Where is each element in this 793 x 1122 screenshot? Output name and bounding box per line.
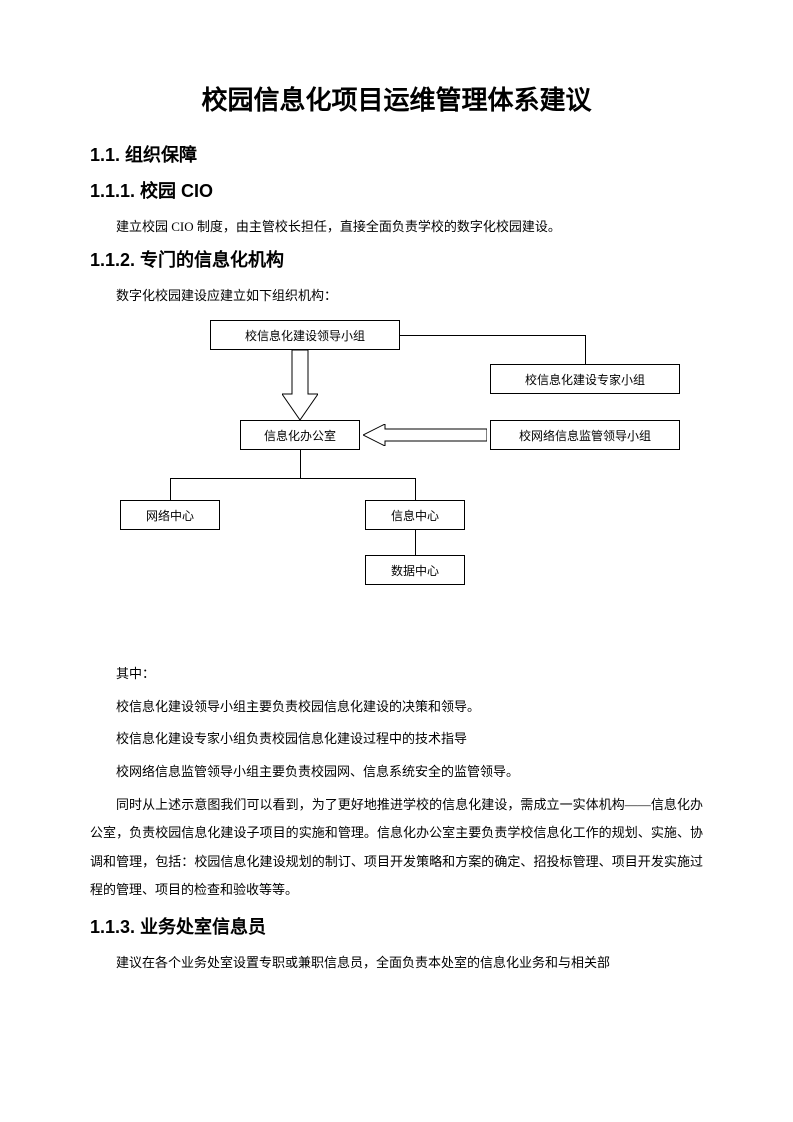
edge-line [300,450,301,478]
body-text-block: 其中： 校信息化建设领导小组主要负责校园信息化建设的决策和领导。 校信息化建设专… [90,660,703,905]
para-qizhong: 其中： [90,660,703,689]
edge-line [170,478,415,479]
para-l1: 校信息化建设领导小组主要负责校园信息化建设的决策和领导。 [90,693,703,722]
para-l2: 校信息化建设专家小组负责校园信息化建设过程中的技术指导 [90,725,703,754]
node-supervise: 校网络信息监管领导小组 [490,420,680,450]
heading-1-1-3: 1.1.3. 业务处室信息员 [90,913,703,939]
edge-line [585,335,586,364]
heading-1-1: 1.1. 组织保障 [90,141,703,167]
node-data: 数据中心 [365,555,465,585]
node-net: 网络中心 [120,500,220,530]
org-flowchart: 校信息化建设领导小组 校信息化建设专家小组 信息化办公室 校网络信息监管领导小组… [110,320,710,600]
para-l3: 校网络信息监管领导小组主要负责校园网、信息系统安全的监管领导。 [90,758,703,787]
node-office: 信息化办公室 [240,420,360,450]
edge-line [415,530,416,555]
paragraph-1-1-3: 建议在各个业务处室设置专职或兼职信息员，全面负责本处室的信息化业务和与相关部 [90,949,703,978]
paragraph-1-1-1: 建立校园 CIO 制度，由主管校长担任，直接全面负责学校的数字化校园建设。 [90,213,703,242]
paragraph-1-1-2-intro: 数字化校园建设应建立如下组织机构： [90,282,703,311]
edge-line [415,478,416,500]
edge-line [400,335,585,336]
block-arrow-left-icon [363,424,487,446]
block-arrow-down-icon [282,350,318,420]
node-top: 校信息化建设领导小组 [210,320,400,350]
node-expert: 校信息化建设专家小组 [490,364,680,394]
node-info: 信息中心 [365,500,465,530]
para-l4: 同时从上述示意图我们可以看到，为了更好地推进学校的信息化建设，需成立一实体机构—… [90,791,703,905]
edge-line [170,478,171,500]
heading-1-1-2: 1.1.2. 专门的信息化机构 [90,246,703,272]
page-title: 校园信息化项目运维管理体系建议 [90,80,703,117]
heading-1-1-1: 1.1.1. 校园 CIO [90,177,703,203]
